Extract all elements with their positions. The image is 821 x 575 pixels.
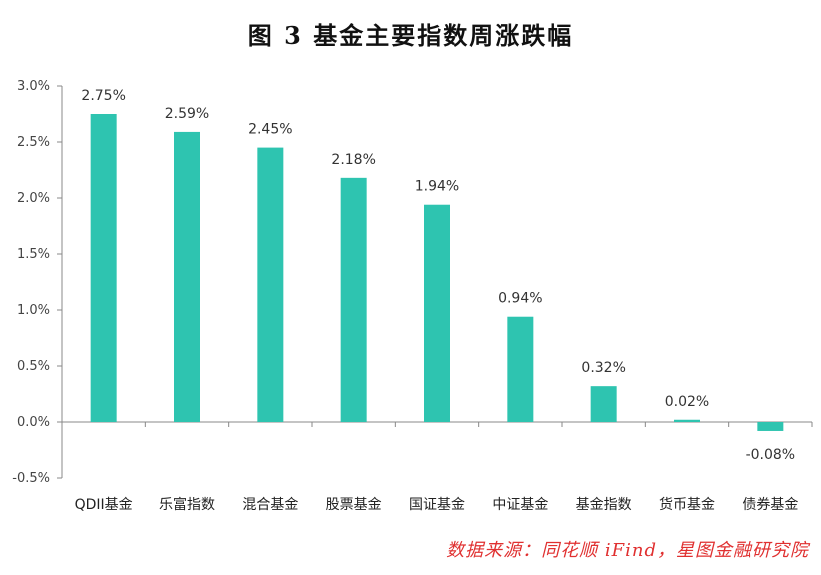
bar [257,147,284,422]
bar [174,131,200,423]
y-tick-label: 3.0% [17,79,50,94]
chart-title: 图 3 基金主要指数周涨跌幅 [247,21,574,50]
data-source-note: 数据来源：同花顺 iFind，星图金融研究院 [446,540,809,561]
bar [507,316,534,422]
bar-value-label: 0.94% [498,291,542,307]
bar [674,419,700,422]
x-category-label: 中证基金 [492,496,548,513]
x-category-label: 混合基金 [242,496,298,513]
bar-value-label: 1.94% [415,179,459,195]
x-category-label: 债券基金 [742,496,798,513]
bar [590,386,617,422]
bar [90,114,117,422]
bar-value-label: 2.59% [165,106,209,122]
bar-value-label: 2.75% [81,88,125,104]
x-category-label: 国证基金 [409,496,465,513]
bar [757,422,784,431]
x-category-label: 货币基金 [659,496,715,513]
bar [424,204,450,422]
bar-value-label: -0.08% [746,447,796,463]
y-tick-label: 2.5% [17,135,50,150]
y-tick-label: 2.0% [17,191,50,206]
bar-value-label: 2.18% [331,152,375,168]
y-tick-label: -0.5% [12,471,50,486]
y-tick-label: 1.0% [17,303,50,318]
bar-value-label: 0.32% [581,360,625,376]
x-category-label: 股票基金 [326,496,382,513]
bar-value-label: 0.02% [665,394,709,410]
x-category-label: QDII基金 [75,496,133,513]
bar-value-label: 2.45% [248,122,292,138]
x-category-label: 乐富指数 [159,496,215,513]
y-tick-label: 0.5% [17,359,50,374]
bar [340,177,367,422]
x-category-label: 基金指数 [576,496,632,513]
y-tick-label: 1.5% [17,247,50,262]
y-tick-label: 0.0% [17,415,50,430]
